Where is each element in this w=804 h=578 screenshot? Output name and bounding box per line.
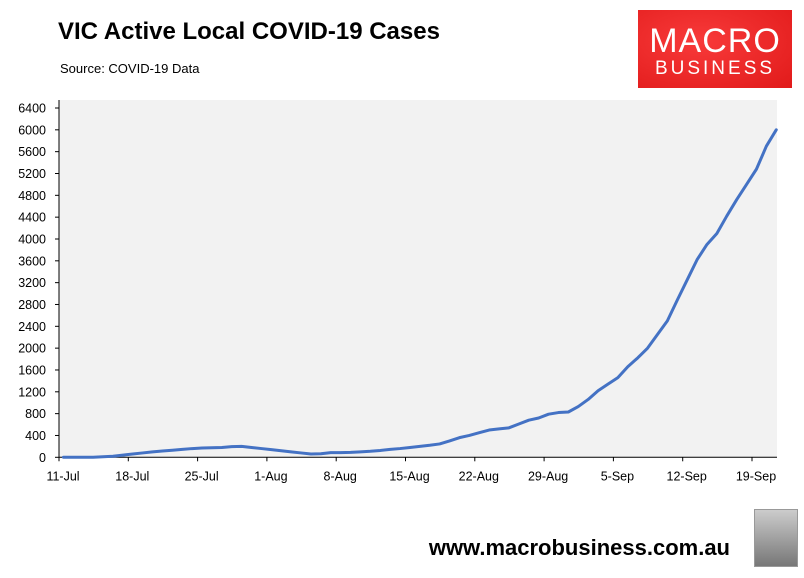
y-tick-label: 5200: [18, 167, 46, 181]
y-tick-label: 1200: [18, 385, 46, 399]
series-layer: [61, 128, 778, 459]
y-tick-label: 5600: [18, 145, 46, 159]
wolf-logo-image: [754, 509, 798, 567]
x-tick-label: 19-Sep: [736, 469, 776, 483]
plot-area: [59, 100, 777, 457]
y-tick-label: 4400: [18, 211, 46, 225]
y-tick-label: 2000: [18, 342, 46, 356]
chart-subtitle: Source: COVID-19 Data: [60, 61, 200, 76]
y-tick-label: 3200: [18, 276, 46, 290]
x-tick-label: 18-Jul: [115, 469, 149, 483]
y-tick-label: 6400: [18, 102, 46, 116]
y-tick-label: 1600: [18, 363, 46, 377]
y-tick-label: 0: [39, 451, 46, 465]
y-tick-label: 2800: [18, 298, 46, 312]
website-url: www.macrobusiness.com.au: [428, 535, 730, 560]
y-tick-label: 6000: [18, 123, 46, 137]
x-tick-label: 15-Aug: [389, 469, 429, 483]
x-tick-label: 29-Aug: [528, 469, 568, 483]
x-tick-label: 11-Jul: [46, 469, 79, 483]
x-tick-label: 8-Aug: [324, 469, 357, 483]
x-tick-label: 25-Jul: [185, 469, 219, 483]
x-tick-label: 5-Sep: [601, 469, 634, 483]
y-axis: 0 400 800 1200 1600 2000 2400 2800 3200 3600 4000 4…: [18, 100, 60, 465]
y-tick-label: 400: [25, 429, 46, 443]
x-tick-label: 22-Aug: [459, 469, 499, 483]
x-tick-label: 1-Aug: [254, 469, 287, 483]
y-tick-label: 3600: [18, 254, 46, 268]
chart-title: VIC Active Local COVID-19 Cases: [58, 18, 440, 45]
x-tick-label: 12-Sep: [667, 469, 707, 483]
y-tick-label: 4000: [18, 232, 46, 246]
macrobusiness-logo: MACRO BUSINESS: [638, 10, 792, 88]
x-axis: 11-Jul 18-Jul 25-Jul 1-Aug 8-Aug 15-Aug 22-Aug…: [46, 456, 777, 483]
y-tick-label: 4800: [18, 189, 46, 203]
logo-line1: MACRO: [649, 22, 781, 60]
y-tick-label: 2400: [18, 320, 46, 334]
logo-line2: BUSINESS: [654, 58, 776, 79]
y-tick-label: 800: [25, 407, 46, 421]
